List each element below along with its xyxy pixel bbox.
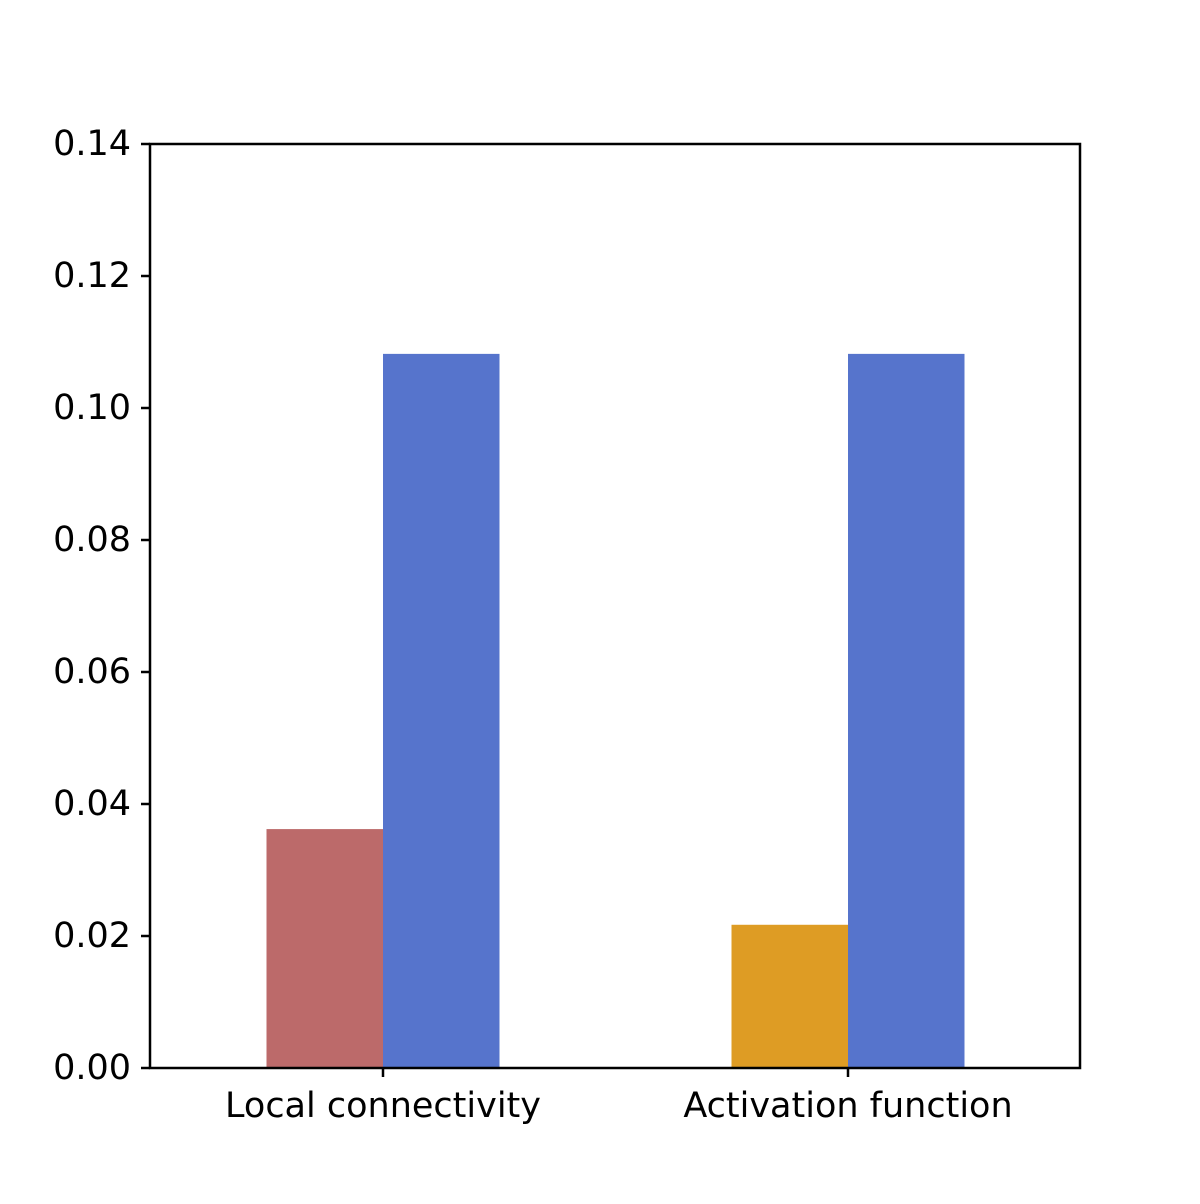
y-tick-label: 0.02 xyxy=(53,916,131,956)
plot-frame xyxy=(148,142,1082,1070)
y-tick-label: 0.10 xyxy=(53,388,131,428)
y-tick-label: 0.12 xyxy=(53,256,131,296)
bar-activation-function-0 xyxy=(731,924,848,1068)
axes-layer xyxy=(141,142,1082,1077)
y-tick-label: 0.14 xyxy=(53,124,131,164)
bars-layer xyxy=(266,353,965,1068)
y-tick-label: 0.06 xyxy=(53,652,131,692)
y-tick-label: 0.00 xyxy=(53,1048,131,1088)
bar-local-connectivity-0 xyxy=(266,829,383,1068)
y-tick-label: 0.08 xyxy=(53,520,131,560)
y-tick-label: 0.04 xyxy=(53,784,131,824)
bar-local-connectivity-1 xyxy=(383,353,500,1068)
bar-activation-function-1 xyxy=(848,353,965,1068)
labels-layer: 0.00 0.02 0.04 0.06 0.08 0.10 0.12 0.14 Local co… xyxy=(53,124,1013,1126)
x-tick-label: Local connectivity xyxy=(225,1086,541,1126)
x-tick-label: Activation function xyxy=(683,1086,1012,1126)
